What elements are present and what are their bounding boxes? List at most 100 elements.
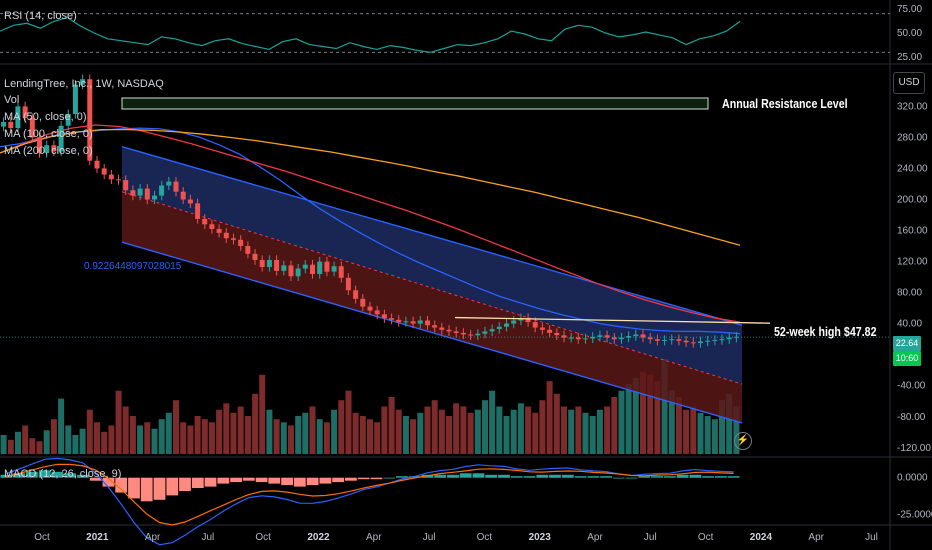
annual-resistance-box xyxy=(121,97,709,110)
candle-body xyxy=(683,340,689,343)
candle-body xyxy=(654,339,660,341)
candle-body xyxy=(698,341,703,344)
volume-bar xyxy=(647,374,654,454)
volume-bar xyxy=(216,409,223,454)
candle-body xyxy=(489,329,495,332)
macd-histogram-bar xyxy=(485,474,498,478)
volume-bar xyxy=(611,397,618,454)
countdown-badge: 10:60 xyxy=(893,351,921,366)
candle-body xyxy=(1,121,7,127)
candle-body xyxy=(238,239,244,246)
macd-histogram-bar xyxy=(727,476,740,478)
volume-bar xyxy=(654,381,661,454)
volume-bar xyxy=(402,416,409,454)
candle-body xyxy=(712,339,718,341)
candle-body xyxy=(460,332,466,335)
time-tick-label: 2022 xyxy=(307,532,330,543)
macd-histogram-bar xyxy=(383,477,396,479)
time-tick-label: Oct xyxy=(255,532,271,543)
volume-bar xyxy=(65,425,72,454)
volume-bar xyxy=(302,412,309,454)
volume-bar xyxy=(280,422,287,454)
candle-body xyxy=(633,334,639,337)
volume-bar xyxy=(58,398,65,454)
macd-histogram-bar xyxy=(217,477,230,484)
candle-body xyxy=(209,224,215,229)
macd-indicator-label[interactable]: MACD (12, 26, close, 9) xyxy=(4,468,122,480)
volume-bar xyxy=(546,381,553,454)
ma-line-0 xyxy=(0,127,741,335)
rsi-tick-label: 25.00 xyxy=(897,52,922,63)
last-price-badge: 22.64 xyxy=(893,336,921,351)
candle-body xyxy=(640,334,646,338)
rsi-indicator-label[interactable]: RSI (14, close) xyxy=(4,10,77,22)
vol-indicator-label[interactable]: Vol xyxy=(4,94,20,106)
macd-histogram-bar xyxy=(191,477,204,488)
volume-bar xyxy=(22,425,29,454)
time-tick-label: Jul xyxy=(423,532,436,543)
macd-line xyxy=(6,457,734,546)
volume-bar xyxy=(331,409,338,454)
macd-histogram-bar xyxy=(676,474,689,478)
time-tick-label: Apr xyxy=(808,532,824,543)
macd-histogram-bar xyxy=(574,476,587,478)
time-tick-label: Apr xyxy=(366,532,382,543)
candle-body xyxy=(554,332,560,336)
volume-bar xyxy=(482,400,488,454)
candle-body xyxy=(187,199,193,204)
price-tick-label: 320.00 xyxy=(897,101,928,112)
candle-body xyxy=(547,329,553,333)
volume-bar xyxy=(151,428,158,454)
ma100-indicator-label[interactable]: MA (100, close, 0) xyxy=(4,128,93,140)
macd-histogram-bar xyxy=(561,474,574,478)
macd-histogram-bar xyxy=(638,476,651,478)
ma-line-2 xyxy=(0,128,741,246)
lightning-icon[interactable]: ⚡ xyxy=(734,432,752,450)
price-tick-label: 240.00 xyxy=(897,163,928,174)
candle-body xyxy=(202,218,208,225)
ma50-indicator-label[interactable]: MA (50, close, 0) xyxy=(4,111,87,123)
volume-bar xyxy=(575,406,582,454)
time-tick-label: Jul xyxy=(865,532,878,543)
volume-bar xyxy=(15,431,21,454)
time-tick-label: 2024 xyxy=(750,532,773,543)
macd-histogram-bar xyxy=(38,470,51,478)
volume-bar xyxy=(632,378,639,454)
currency-button[interactable]: USD xyxy=(893,72,925,94)
volume-bar xyxy=(115,390,122,454)
volume-bar xyxy=(129,416,136,454)
price-tick-label: 160.00 xyxy=(897,226,928,237)
macd-histogram-bar xyxy=(357,477,370,480)
ma200-indicator-label[interactable]: MA (200, close, 0) xyxy=(4,145,93,157)
volume-bar xyxy=(438,409,445,454)
volume-bar xyxy=(237,406,244,454)
volume-bar xyxy=(108,425,115,454)
volume-bar xyxy=(704,416,711,454)
macd-histogram-bar xyxy=(204,477,217,487)
candle-body xyxy=(353,290,359,299)
candle-body xyxy=(259,260,265,267)
volume-bar xyxy=(50,419,57,454)
candle-body xyxy=(274,260,280,271)
volume-bar xyxy=(230,412,237,454)
candle-body xyxy=(302,264,308,269)
macd-tick-label: -25.0000 xyxy=(897,510,932,521)
volume-bar xyxy=(381,406,388,454)
candle-body xyxy=(130,190,136,196)
symbol-title[interactable]: LendingTree, Inc., 1W, NASDAQ xyxy=(4,78,164,90)
candle-body xyxy=(561,335,567,338)
volume-bar xyxy=(661,359,668,454)
macd-histogram-bar xyxy=(293,477,306,487)
volume-bar xyxy=(29,438,36,454)
volume-bar xyxy=(244,416,251,454)
macd-histogram-bar xyxy=(115,477,128,493)
volume-bar xyxy=(180,422,187,454)
candle-body xyxy=(381,314,387,319)
volume-bar xyxy=(194,416,201,454)
macd-histogram-bar xyxy=(255,477,268,483)
volume-bar xyxy=(367,419,373,454)
volume-bar xyxy=(618,390,625,454)
volume-bar xyxy=(165,412,172,454)
candle-body xyxy=(29,118,35,138)
